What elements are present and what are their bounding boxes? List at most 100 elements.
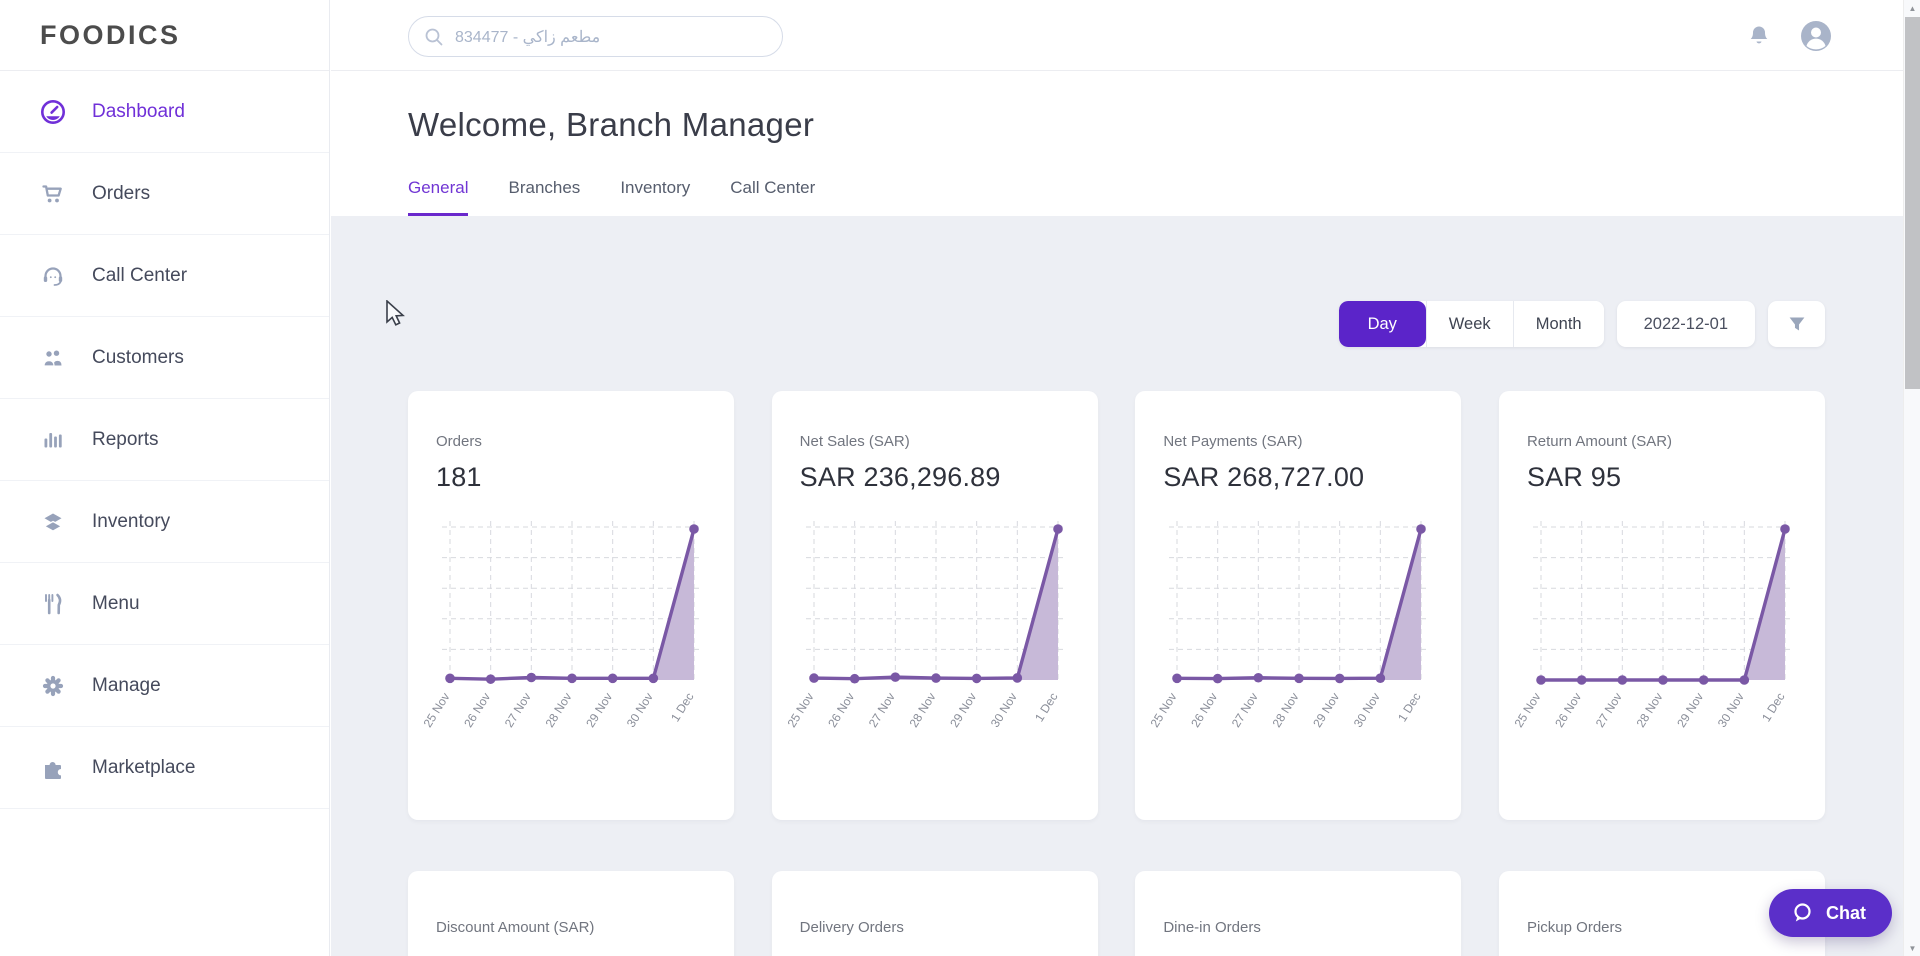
- logo: FOODICS: [0, 0, 329, 71]
- metric-label: Return Amount (SAR): [1526, 433, 1673, 450]
- scrollbar-up-arrow[interactable]: ▲: [1908, 3, 1917, 13]
- sidebar-item-inventory[interactable]: Inventory: [0, 481, 329, 563]
- metric-cards-row: Orders 181 25 Nov 26 Nov 27 Nov 28 Nov 29 No…: [408, 391, 1825, 820]
- sidebar-item-label: Marketplace: [92, 756, 196, 778]
- svg-text:1 Dec: 1 Dec: [1032, 690, 1060, 724]
- svg-text:30 Nov: 30 Nov: [988, 690, 1020, 730]
- svg-text:25 Nov: 25 Nov: [784, 690, 816, 730]
- gear-icon: [42, 675, 64, 696]
- metric-value: 181: [436, 462, 482, 492]
- svg-text:25 Nov: 25 Nov: [1511, 690, 1543, 730]
- sidebar: FOODICS Dashboard Orders Call Center: [0, 0, 330, 956]
- chat-button[interactable]: Chat: [1769, 889, 1892, 937]
- metric-card-orders: Orders 181 25 Nov 26 Nov 27 Nov 28 Nov 29 No…: [408, 391, 734, 820]
- svg-text:26 Nov: 26 Nov: [461, 690, 493, 730]
- sidebar-item-label: Inventory: [92, 510, 171, 532]
- sidebar-item-label: Menu: [92, 592, 140, 614]
- sidebar-item-label: Call Center: [92, 264, 188, 286]
- sidebar-item-label: Customers: [92, 346, 184, 368]
- brand-logo-text: FOODICS: [40, 19, 181, 50]
- svg-text:1 Dec: 1 Dec: [1759, 690, 1787, 724]
- metric-card-delivery-orders: Delivery Orders: [771, 871, 1098, 956]
- period-toggle: Day Week Month: [1338, 301, 1604, 347]
- svg-text:30 Nov: 30 Nov: [1351, 690, 1383, 730]
- filters-row: Day Week Month 2022-12-01: [408, 301, 1825, 347]
- svg-text:1 Dec: 1 Dec: [1395, 690, 1423, 724]
- date-picker-button[interactable]: 2022-12-01: [1616, 301, 1755, 347]
- top-header: [331, 0, 1903, 71]
- metric-card-discount-amount: Discount Amount (SAR): [408, 871, 734, 956]
- svg-text:28 Nov: 28 Nov: [1270, 690, 1302, 730]
- metric-card-dine-in-orders: Dine-in Orders: [1135, 871, 1462, 956]
- metric-label: Net Sales (SAR): [799, 433, 910, 450]
- sidebar-item-reports[interactable]: Reports: [0, 399, 329, 481]
- notifications-button[interactable]: [1745, 22, 1773, 50]
- layers-icon: [43, 513, 63, 532]
- vertical-scrollbar[interactable]: ▲ ▼: [1903, 0, 1920, 956]
- svg-text:1 Dec: 1 Dec: [668, 690, 696, 724]
- account-menu-button[interactable]: [1799, 19, 1833, 53]
- tab-general[interactable]: General: [408, 178, 469, 216]
- svg-text:27 Nov: 27 Nov: [502, 690, 534, 730]
- sidebar-item-label: Orders: [92, 182, 151, 204]
- user-avatar-icon: [1801, 20, 1831, 51]
- metric-sparkline-chart: 25 Nov 26 Nov 27 Nov 28 Nov 29 Nov 30 Nov 1 De…: [421, 515, 706, 760]
- dashboard-gauge-icon: [41, 99, 65, 124]
- tab-inventory[interactable]: Inventory: [620, 178, 691, 197]
- metric-sparkline-chart: 25 Nov 26 Nov 27 Nov 28 Nov 29 Nov 30 Nov 1 De…: [784, 515, 1070, 760]
- sidebar-item-marketplace[interactable]: Marketplace: [0, 727, 329, 809]
- svg-text:27 Nov: 27 Nov: [1593, 690, 1625, 730]
- svg-text:30 Nov: 30 Nov: [624, 690, 656, 730]
- svg-text:26 Nov: 26 Nov: [1552, 690, 1584, 730]
- tab-call-center[interactable]: Call Center: [730, 178, 816, 197]
- sidebar-item-label: Dashboard: [92, 100, 185, 122]
- sidebar-item-manage[interactable]: Manage: [0, 645, 329, 727]
- tab-branches[interactable]: Branches: [508, 178, 581, 197]
- dashboard-tabs: General Branches Inventory Call Center: [408, 178, 815, 216]
- sidebar-item-menu[interactable]: Menu: [0, 563, 329, 645]
- period-week-button[interactable]: Week: [1425, 301, 1513, 347]
- headset-icon: [43, 266, 63, 286]
- cutlery-icon: [45, 593, 62, 614]
- svg-text:30 Nov: 30 Nov: [1715, 690, 1747, 730]
- search-input[interactable]: [455, 27, 768, 46]
- metric-label: Orders: [436, 433, 482, 450]
- scrollbar-down-arrow[interactable]: ▼: [1908, 943, 1917, 953]
- sidebar-item-orders[interactable]: Orders: [0, 153, 329, 235]
- sidebar-item-label: Reports: [92, 428, 159, 450]
- svg-text:29 Nov: 29 Nov: [583, 690, 615, 730]
- filter-button[interactable]: [1768, 301, 1825, 347]
- svg-text:29 Nov: 29 Nov: [947, 690, 979, 730]
- svg-text:25 Nov: 25 Nov: [421, 690, 453, 730]
- branch-search-box[interactable]: [408, 16, 783, 57]
- filter-funnel-icon: [1789, 317, 1804, 331]
- page-header-band: Welcome, Branch Manager General Branches…: [331, 71, 1903, 216]
- metric-sparkline-chart: 25 Nov 26 Nov 27 Nov 28 Nov 29 Nov 30 Nov 1 De…: [1148, 515, 1433, 760]
- metric-label: Delivery Orders: [799, 919, 904, 936]
- puzzle-icon: [45, 761, 61, 779]
- sidebar-item-dashboard[interactable]: Dashboard: [0, 71, 329, 153]
- sidebar-item-call-center[interactable]: Call Center: [0, 235, 329, 317]
- sidebar-item-label: Manage: [92, 674, 161, 696]
- metric-label: Net Payments (SAR): [1163, 433, 1303, 450]
- svg-text:27 Nov: 27 Nov: [1229, 690, 1261, 730]
- secondary-cards-row: Discount Amount (SAR) Delivery Orders Di…: [408, 871, 1825, 956]
- cart-icon: [42, 184, 62, 202]
- metric-card-return-amount: Return Amount (SAR) SAR 95 25 Nov 26 Nov 2…: [1498, 391, 1825, 820]
- scrollbar-thumb[interactable]: [1905, 17, 1920, 389]
- metric-label: Dine-in Orders: [1163, 919, 1261, 936]
- svg-text:25 Nov: 25 Nov: [1148, 690, 1180, 730]
- metric-card-net-sales: Net Sales (SAR) SAR 236,296.89 25 Nov 26 …: [771, 391, 1098, 820]
- search-icon: [425, 28, 443, 45]
- svg-text:28 Nov: 28 Nov: [543, 690, 575, 730]
- period-month-button[interactable]: Month: [1512, 301, 1604, 347]
- svg-text:26 Nov: 26 Nov: [1188, 690, 1220, 730]
- metric-value: SAR 95: [1526, 462, 1622, 492]
- metric-value: SAR 236,296.89: [799, 462, 1001, 492]
- chat-button-label: Chat: [1826, 902, 1866, 923]
- period-day-button[interactable]: Day: [1338, 301, 1426, 347]
- bar-chart-icon: [44, 432, 62, 447]
- svg-text:28 Nov: 28 Nov: [906, 690, 938, 730]
- svg-text:28 Nov: 28 Nov: [1633, 690, 1665, 730]
- sidebar-item-customers[interactable]: Customers: [0, 317, 329, 399]
